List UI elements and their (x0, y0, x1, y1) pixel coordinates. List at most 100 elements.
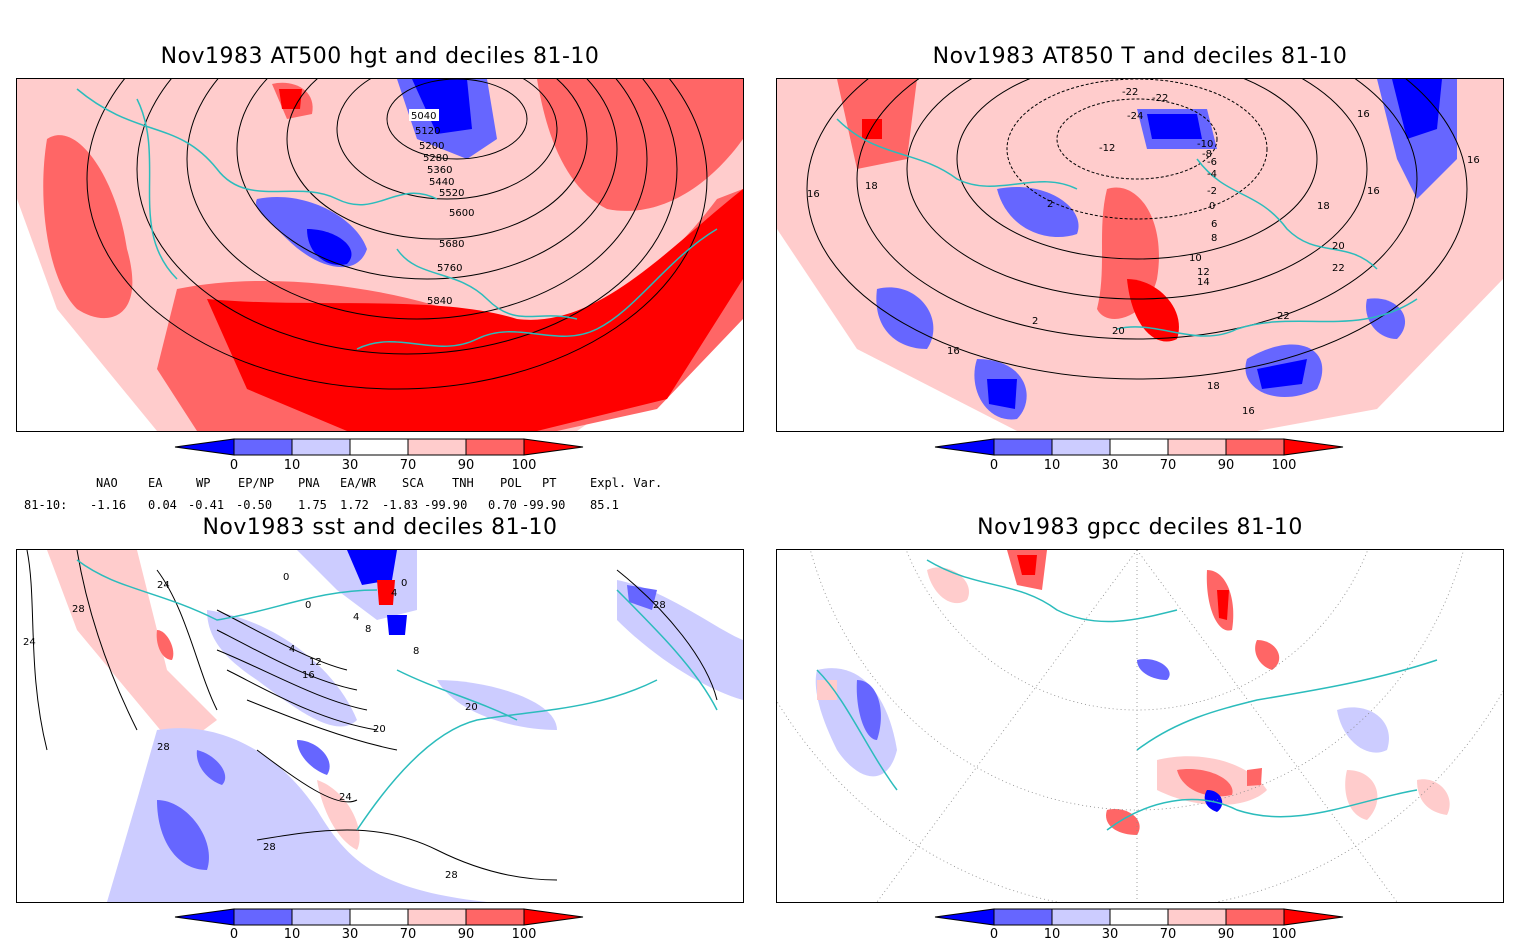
svg-text:-10: -10 (1197, 139, 1213, 150)
svg-text:24: 24 (23, 637, 36, 648)
svg-text:10: 10 (284, 927, 301, 940)
svg-text:70: 70 (400, 458, 417, 472)
svg-text:90: 90 (458, 458, 475, 472)
svg-text:12: 12 (309, 657, 322, 668)
svg-text:18: 18 (1317, 201, 1330, 212)
svg-text:28: 28 (72, 604, 85, 615)
svg-text:30: 30 (1102, 458, 1119, 472)
height-labels: 5040 5120 5200 5280 5360 5440 5520 5600 … (409, 109, 474, 307)
svg-text:10: 10 (1044, 458, 1061, 472)
index-header-sca: SCA (402, 476, 424, 490)
svg-text:0: 0 (990, 458, 998, 472)
svg-text:20: 20 (1332, 241, 1345, 252)
svg-text:70: 70 (400, 927, 417, 940)
index-header-pna: PNA (298, 476, 320, 490)
svg-text:28: 28 (653, 600, 666, 611)
temperature-contours (806, 79, 1468, 380)
panel2-title: Nov1983 AT850 T and deciles 81-10 (932, 44, 1348, 69)
svg-text:20: 20 (1112, 326, 1125, 337)
index-header-tnh: TNH (452, 476, 474, 490)
svg-text:-12: -12 (1099, 143, 1115, 154)
graticule (777, 550, 1503, 902)
height-contours (86, 79, 708, 390)
svg-text:6: 6 (1211, 219, 1217, 230)
map-panel-gpcc (776, 549, 1504, 903)
svg-text:16: 16 (1357, 109, 1370, 120)
svg-text:-4: -4 (1207, 169, 1217, 180)
svg-text:20: 20 (373, 724, 386, 735)
svg-text:-6: -6 (1207, 157, 1217, 168)
svg-text:0: 0 (1209, 201, 1215, 212)
svg-text:24: 24 (339, 792, 352, 803)
svg-text:5120: 5120 (415, 126, 440, 137)
index-value-tnh: -99.90 (424, 498, 468, 512)
svg-text:5200: 5200 (419, 141, 444, 152)
svg-text:10: 10 (1044, 927, 1061, 940)
svg-text:22: 22 (1332, 263, 1345, 274)
colorbar-bottom-left: 0 10 30 70 90 100 (174, 908, 584, 940)
svg-text:4: 4 (391, 588, 397, 599)
colorbar-top-right: 0 10 30 70 90 100 (934, 438, 1344, 472)
svg-text:5840: 5840 (427, 296, 452, 307)
svg-text:90: 90 (458, 927, 475, 940)
svg-text:28: 28 (157, 742, 170, 753)
svg-text:5600: 5600 (449, 208, 474, 219)
index-value-explvar: 85.1 (590, 498, 619, 512)
index-header-nao: NAO (96, 476, 118, 490)
svg-text:30: 30 (342, 458, 359, 472)
svg-text:2: 2 (1032, 316, 1038, 327)
index-header-explvar: Expl. Var. (590, 476, 663, 490)
svg-text:90: 90 (1218, 927, 1235, 940)
svg-text:5520: 5520 (439, 188, 464, 199)
svg-text:20: 20 (465, 702, 478, 713)
index-header-epnp: EP/NP (238, 476, 275, 490)
svg-text:30: 30 (342, 927, 359, 940)
index-value-ea: 0.04 (148, 498, 177, 512)
svg-text:-2: -2 (1207, 186, 1217, 197)
map-panel-sst: 24 24 28 28 0 0 4 4 8 8 12 16 20 20 24 2… (16, 549, 744, 903)
svg-text:0: 0 (305, 600, 311, 611)
svg-text:16: 16 (302, 670, 315, 681)
svg-text:18: 18 (1207, 381, 1220, 392)
decile-shading (17, 79, 743, 431)
decile-shading (777, 79, 1503, 431)
svg-text:5680: 5680 (439, 239, 464, 250)
index-header-pt: PT (542, 476, 557, 490)
panel4-title: Nov1983 gpcc deciles 81-10 (977, 515, 1303, 540)
sst-labels: 24 24 28 28 0 0 4 4 8 8 12 16 20 20 24 2… (23, 572, 666, 881)
svg-text:5280: 5280 (423, 153, 448, 164)
svg-text:22: 22 (1277, 311, 1290, 322)
svg-text:10: 10 (284, 458, 301, 472)
svg-text:12: 12 (1197, 267, 1210, 278)
svg-text:30: 30 (1102, 927, 1119, 940)
svg-text:8: 8 (413, 646, 419, 657)
temperature-labels: -22 -22 -24 -12 -10 -8 -6 -4 -2 0 2 6 8 … (807, 87, 1480, 417)
map-panel-t850: -22 -22 -24 -12 -10 -8 -6 -4 -2 0 2 6 8 … (776, 78, 1504, 432)
svg-text:24: 24 (157, 580, 170, 591)
svg-text:5360: 5360 (427, 165, 452, 176)
coastlines (76, 559, 718, 831)
svg-text:8: 8 (1211, 233, 1217, 244)
svg-text:100: 100 (512, 927, 537, 940)
colorbar-top-left: 0 10 30 70 90 100 (174, 438, 584, 472)
svg-text:0: 0 (230, 458, 238, 472)
svg-text:28: 28 (263, 842, 276, 853)
coastlines (836, 118, 1418, 337)
map-panel-hgt500: 5040 5120 5200 5280 5360 5440 5520 5600 … (16, 78, 744, 432)
svg-text:8: 8 (365, 624, 371, 635)
svg-text:4: 4 (289, 644, 295, 655)
svg-text:16: 16 (1467, 155, 1480, 166)
svg-text:100: 100 (512, 458, 537, 472)
svg-text:16: 16 (947, 346, 960, 357)
decile-shading (47, 550, 743, 902)
index-row-label: 81-10: (24, 498, 68, 512)
svg-text:5760: 5760 (437, 263, 462, 274)
colorbar-bottom-right: 0 10 30 70 90 100 (934, 908, 1344, 940)
coastlines (816, 559, 1438, 831)
coastlines (76, 88, 718, 350)
svg-text:-22: -22 (1122, 87, 1138, 98)
index-header-wp: WP (196, 476, 211, 490)
svg-text:28: 28 (445, 870, 458, 881)
svg-text:14: 14 (1197, 277, 1210, 288)
svg-text:-8: -8 (1202, 149, 1212, 160)
